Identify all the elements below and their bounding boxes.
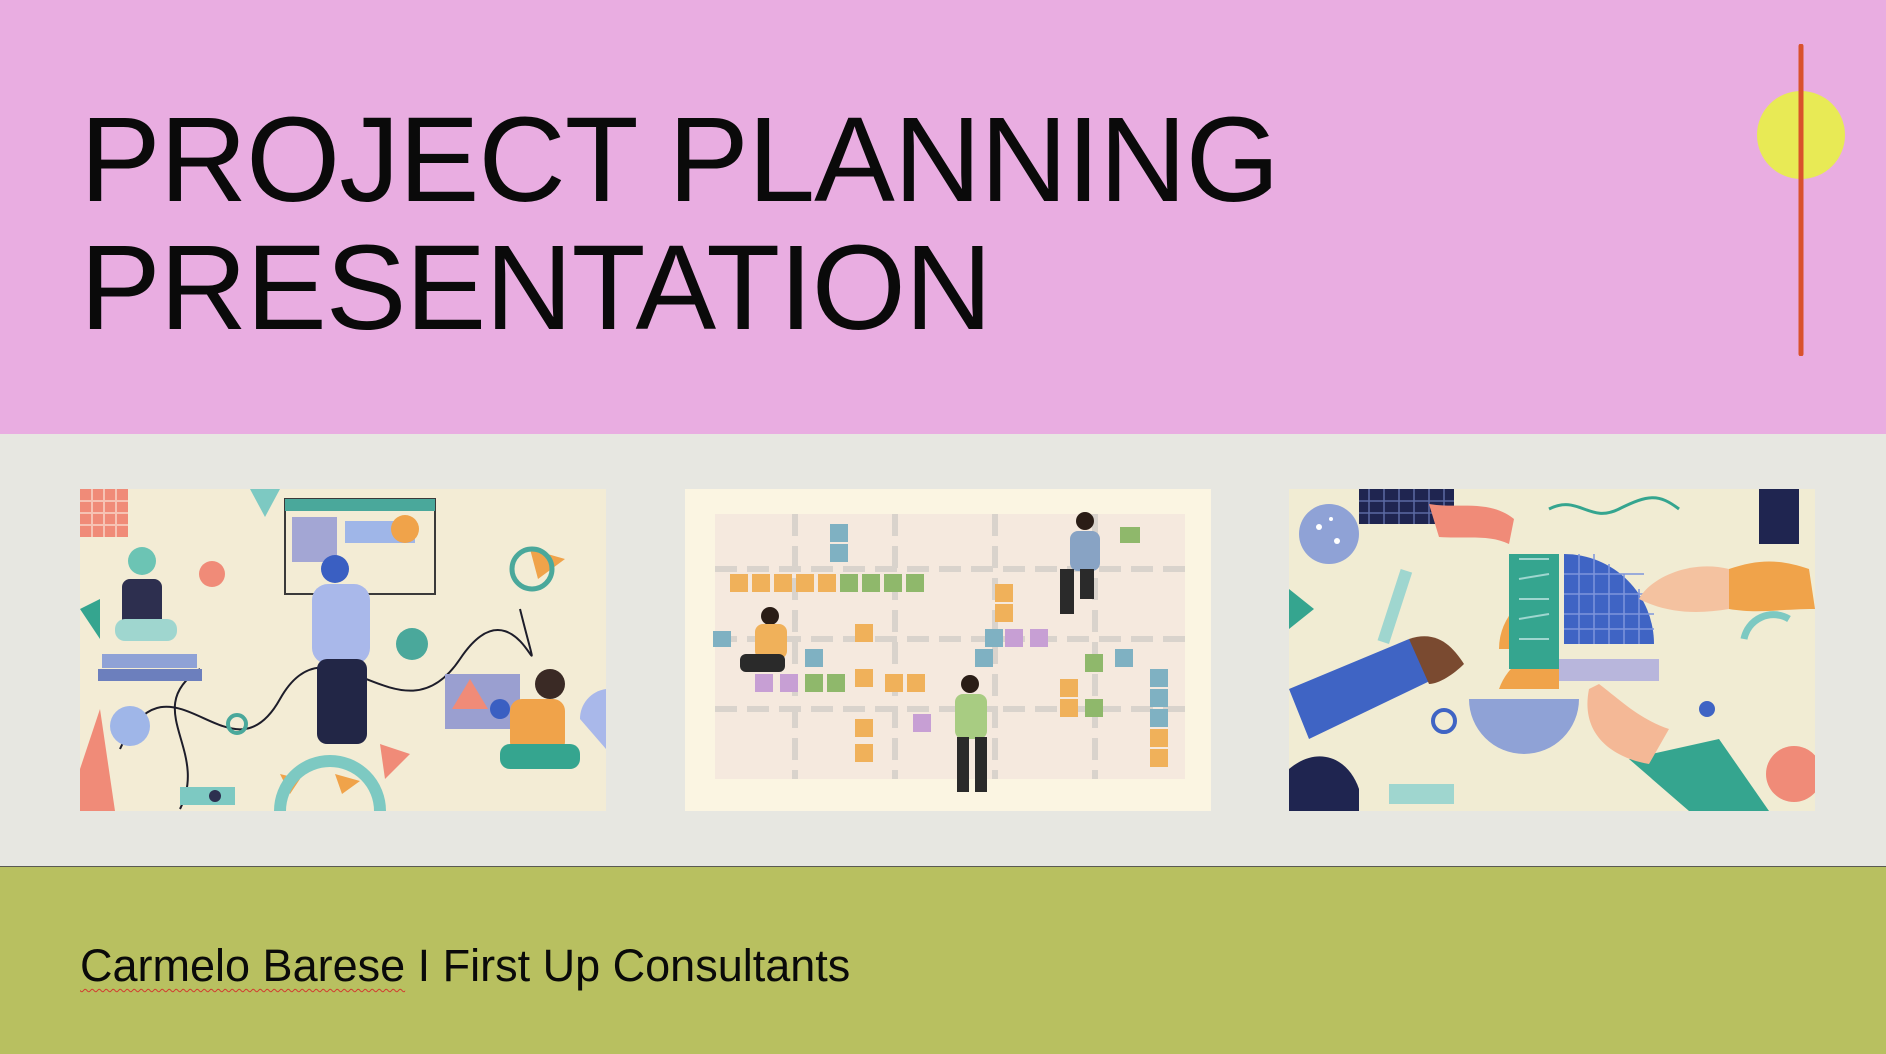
presenter-line[interactable]: Carmelo Barese I First Up Consultants — [80, 940, 850, 992]
slide-title[interactable]: PROJECT PLANNING PRESENTATION — [80, 91, 1280, 355]
footer-band — [0, 867, 1886, 1054]
header-band: PROJECT PLANNING PRESENTATION — [0, 0, 1886, 434]
company-name: First Up Consultants — [442, 940, 851, 991]
footer-divider — [0, 866, 1886, 867]
footer-separator: I — [405, 940, 443, 991]
accent-circle-line-icon — [1757, 44, 1845, 356]
title-line-1: PROJECT PLANNING — [80, 91, 1280, 227]
illustration-sticky-notes-board-icon[interactable] — [685, 489, 1211, 811]
illustration-hands-puzzle-icon[interactable] — [1289, 489, 1815, 811]
title-line-2: PRESENTATION — [80, 219, 992, 355]
illustration-team-brainstorm-icon[interactable] — [80, 489, 606, 811]
presenter-name: Carmelo Barese — [80, 940, 406, 991]
